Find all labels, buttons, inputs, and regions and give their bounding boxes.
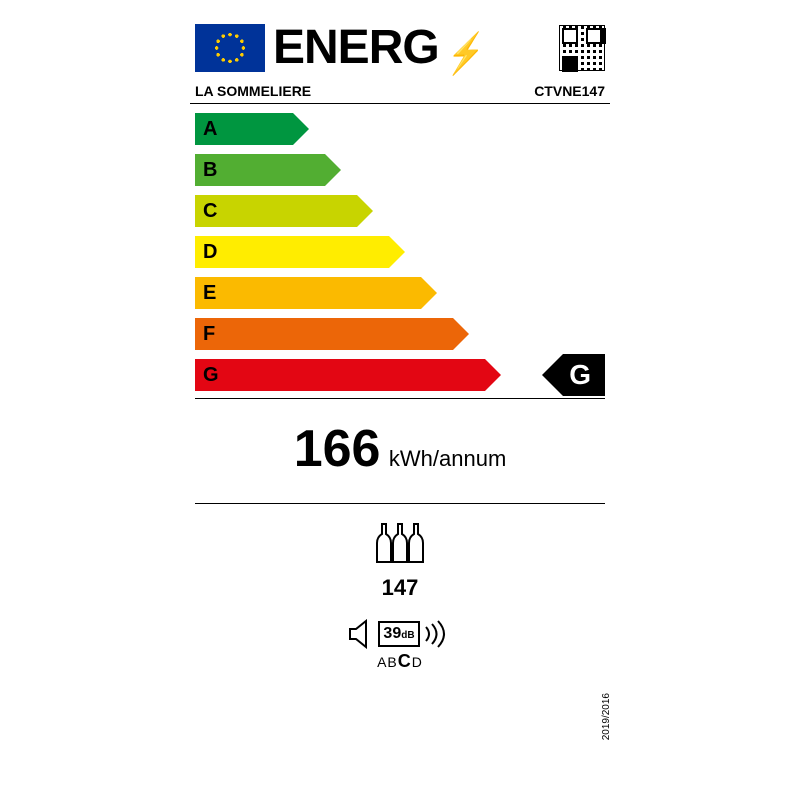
scale-bar: F bbox=[195, 318, 469, 350]
scale-letter: D bbox=[203, 241, 217, 264]
model-number: CTVNE147 bbox=[534, 83, 605, 99]
eu-flag-icon bbox=[195, 24, 265, 72]
rating-letter: G bbox=[563, 354, 605, 396]
scale-row-f: F bbox=[195, 315, 605, 353]
scale-letter: G bbox=[203, 364, 219, 387]
scale-row-c: C bbox=[195, 192, 605, 230]
qr-code-icon bbox=[559, 25, 605, 71]
energy-label: ENERG⚡ LA SOMMELIERE CTVNE147 ABCDEFGG 1… bbox=[190, 20, 610, 780]
scale-bar: E bbox=[195, 277, 437, 309]
scale-letter: F bbox=[203, 323, 215, 346]
bottle-capacity-block: 147 bbox=[373, 522, 427, 601]
scale-row-d: D bbox=[195, 233, 605, 271]
scale-row-a: A bbox=[195, 110, 605, 148]
noise-class-letter: A bbox=[377, 654, 387, 670]
energy-text: ENERG bbox=[273, 21, 439, 74]
lightning-icon: ⚡ bbox=[446, 34, 480, 74]
scale-row-e: E bbox=[195, 274, 605, 312]
noise-class-letter: D bbox=[412, 654, 423, 670]
scale-row-b: B bbox=[195, 151, 605, 189]
bottle-count: 147 bbox=[373, 575, 427, 601]
scale-bar: D bbox=[195, 236, 405, 268]
label-header: ENERG⚡ bbox=[190, 20, 610, 75]
scale-bar: B bbox=[195, 154, 341, 186]
brand-name: LA SOMMELIERE bbox=[195, 83, 311, 99]
noise-value: 39 bbox=[383, 625, 401, 642]
scale-row-g: GG bbox=[195, 356, 605, 394]
noise-unit: dB bbox=[401, 630, 414, 641]
noise-block: 39dB ABCD bbox=[348, 619, 451, 672]
scale-bar: C bbox=[195, 195, 373, 227]
consumption-block: 166 kWh/annum bbox=[195, 399, 605, 504]
noise-class-letter: B bbox=[387, 654, 397, 670]
scale-letter: E bbox=[203, 282, 216, 305]
rating-indicator: G bbox=[542, 354, 605, 396]
scale-letter: B bbox=[203, 159, 217, 182]
consumption-unit: kWh/annum bbox=[389, 446, 506, 471]
regulation-number: 2019/2016 bbox=[601, 693, 612, 740]
scale-letter: C bbox=[203, 200, 217, 223]
scale-letter: A bbox=[203, 118, 217, 141]
brand-model-row: LA SOMMELIERE CTVNE147 bbox=[190, 75, 610, 104]
wine-bottles-icon bbox=[373, 522, 427, 566]
scale-bar: G bbox=[195, 359, 501, 391]
efficiency-scale: ABCDEFGG bbox=[190, 104, 610, 394]
sound-waves-icon bbox=[422, 619, 452, 649]
scale-bar: A bbox=[195, 113, 309, 145]
consumption-value: 166 bbox=[294, 420, 381, 478]
icons-area: 147 39dB ABCD bbox=[190, 504, 610, 672]
noise-value-box: 39dB bbox=[378, 621, 419, 647]
noise-class-scale: ABCD bbox=[348, 651, 451, 672]
energy-title: ENERG⚡ bbox=[273, 20, 551, 75]
noise-class-letter: C bbox=[398, 651, 412, 671]
speaker-icon bbox=[348, 619, 376, 649]
